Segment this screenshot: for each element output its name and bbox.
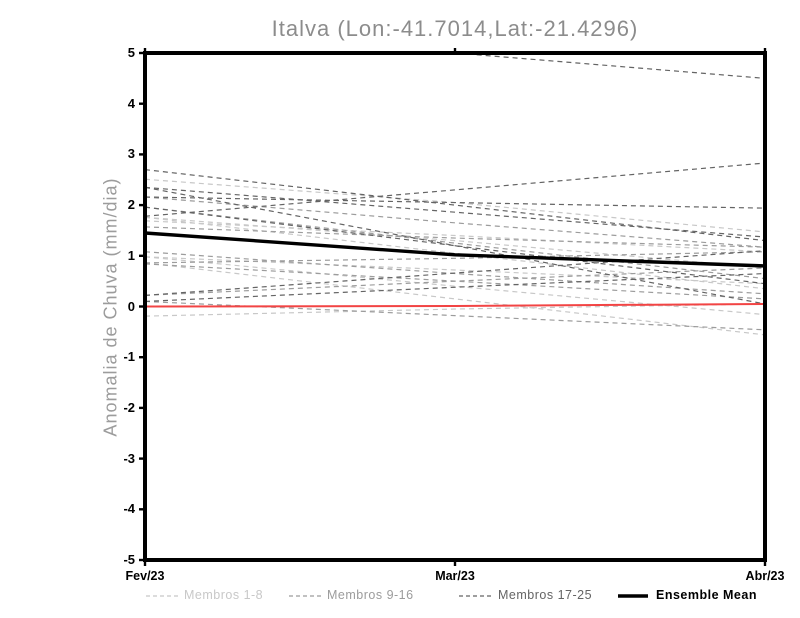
- member-line: [145, 186, 765, 305]
- member-line: [145, 216, 765, 269]
- member-line: [145, 303, 765, 317]
- member-line: [145, 251, 765, 264]
- ensemble-mean-line: [145, 231, 765, 268]
- x-tick-label: Mar/23: [435, 569, 475, 583]
- member-line: [145, 256, 765, 285]
- y-tick-label: 3: [127, 146, 135, 162]
- member-line: [145, 267, 765, 296]
- y-tick-label: 0: [127, 298, 135, 314]
- y-tick-label: -1: [123, 349, 135, 365]
- legend-label: Ensemble Mean: [656, 588, 757, 602]
- legend-label: Membros 17-25: [498, 588, 593, 602]
- y-tick-label: 1: [127, 247, 135, 263]
- legend-swatch: [146, 595, 178, 597]
- legend-swatch: [459, 595, 491, 597]
- legend-swatch: [289, 595, 321, 597]
- member-line: [145, 250, 765, 296]
- y-tick-label: -3: [123, 450, 135, 466]
- y-tick-label: -4: [123, 501, 135, 517]
- member-line: [145, 216, 765, 290]
- member-line: [145, 220, 765, 253]
- member-line: [145, 226, 765, 248]
- member-line: [145, 196, 765, 209]
- legend-swatch: [618, 594, 648, 598]
- legend-label: Membros 9-16: [327, 588, 414, 602]
- plot-area: [139, 48, 767, 566]
- y-tick-label: -2: [123, 399, 135, 415]
- y-tick-label: 5: [127, 45, 135, 60]
- y-tick-label: -5: [123, 552, 135, 567]
- legend-label: Membros 1-8: [184, 588, 264, 602]
- zero-line: [145, 302, 765, 308]
- member-line: [145, 256, 765, 316]
- x-tick-label: Fev/23: [125, 569, 165, 583]
- member-line: [145, 196, 765, 248]
- y-tick-label: 4: [127, 95, 135, 111]
- chart-title: Italva (Lon:-41.7014,Lat:-21.4296): [271, 16, 639, 41]
- member-line: [145, 162, 765, 217]
- member-line: [145, 186, 765, 238]
- x-tick-label: Abr/23: [745, 569, 785, 583]
- member-line: [145, 272, 765, 303]
- member-line: [145, 206, 765, 280]
- y-tick-label: 2: [127, 197, 135, 213]
